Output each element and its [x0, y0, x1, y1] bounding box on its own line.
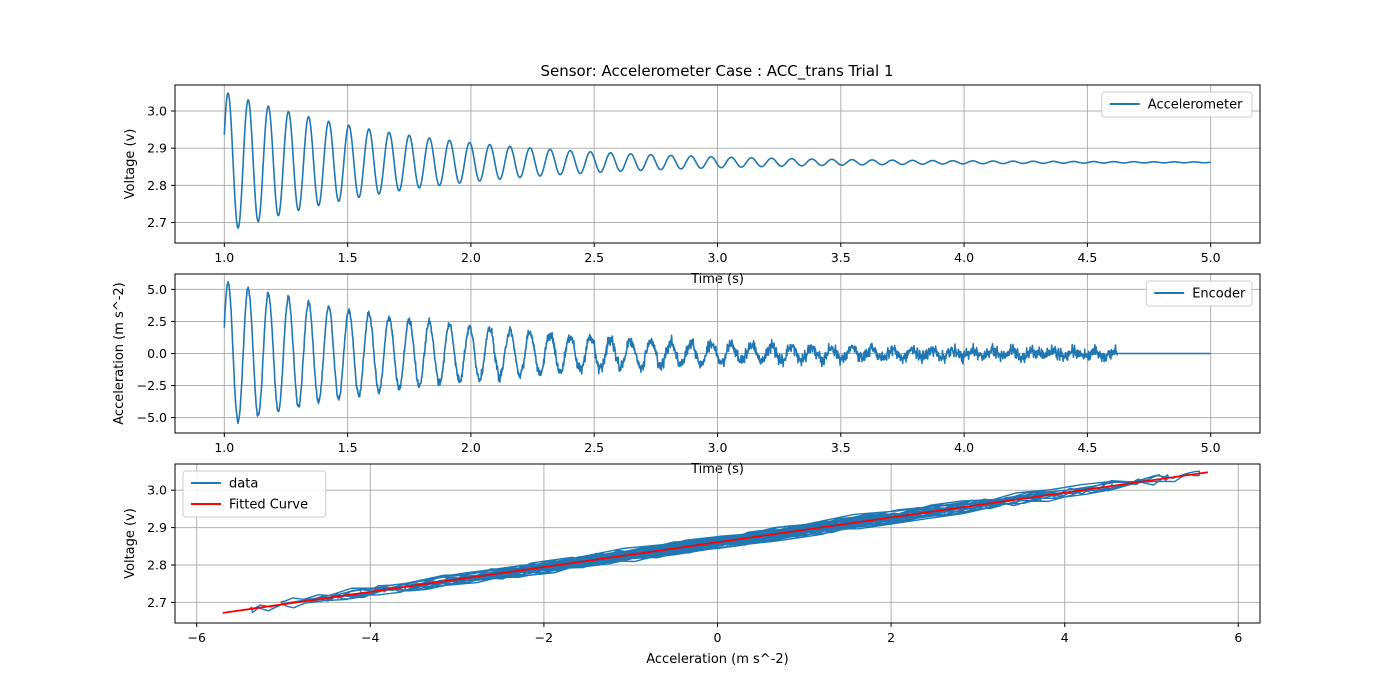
y-tick-label: −5.0	[137, 410, 167, 425]
legend-label: Encoder	[1192, 287, 1246, 302]
x-tick-label: 6	[1234, 630, 1242, 645]
y-tick-label: 3.0	[147, 483, 167, 498]
x-tick-label: 2	[887, 630, 895, 645]
y-tick-label: −2.5	[137, 378, 167, 393]
y-tick-label: 2.8	[147, 558, 167, 573]
x-tick-label: 4.5	[1077, 250, 1097, 265]
legend: data Fitted Curve	[182, 470, 327, 518]
legend-box	[1145, 280, 1253, 307]
x-tick-label: 1.5	[338, 250, 358, 265]
x-tick-label: 4	[1061, 630, 1069, 645]
x-tick-label: 2.0	[461, 250, 481, 265]
plot-area	[223, 92, 1212, 229]
x-tick-label: 4.0	[954, 440, 974, 455]
x-tick-label: 2.5	[584, 250, 604, 265]
x-tick-label: 1.0	[214, 440, 234, 455]
legend-label: Accelerometer	[1148, 98, 1243, 113]
y-tick-label: 5.0	[147, 282, 167, 297]
x-tick-label: 1.0	[214, 250, 234, 265]
x-tick-label: −6	[187, 630, 205, 645]
y-tick-label: 2.9	[147, 141, 167, 156]
voltage-vs-acceleration-plot: −6 −4 −2 0 2 4 6 2.7 2.8 2.9 3.0 Voltage (v) Acceler…	[123, 463, 1261, 667]
series-line-fitted-curve	[222, 471, 1209, 614]
legend-label: data	[229, 477, 258, 492]
x-tick-label: 3.0	[708, 440, 728, 455]
x-tick-label: 3.5	[831, 440, 851, 455]
y-tick-label: 3.0	[147, 104, 167, 119]
y-tick-label: 2.9	[147, 520, 167, 535]
figure-title: Sensor: Accelerometer Case : ACC_trans T…	[540, 62, 893, 81]
plot-area	[223, 281, 1212, 425]
x-tick-label: 4.0	[954, 250, 974, 265]
y-tick-label: 2.7	[147, 595, 167, 610]
series-line-accelerometer	[223, 92, 1212, 229]
legend-label: Fitted Curve	[229, 498, 308, 513]
x-tick-label: 4.5	[1077, 440, 1097, 455]
series-line-encoder	[223, 281, 1212, 425]
legend: Encoder	[1145, 280, 1253, 307]
y-axis-label: Voltage (v)	[123, 508, 138, 579]
legend: Accelerometer	[1101, 91, 1253, 118]
y-axis-label: Acceleration (m s^-2)	[112, 282, 127, 424]
x-tick-label: −2	[535, 630, 553, 645]
encoder-acceleration-plot: 1.0 1.5 2.0 2.5 3.0 3.5 4.0 4.5 5.0 −5.0 −2.5 0.0 2.…	[112, 273, 1261, 477]
x-tick-label: −4	[361, 630, 379, 645]
x-tick-label: 3.0	[708, 250, 728, 265]
y-axis-label: Voltage (v)	[123, 129, 138, 200]
y-tick-label: 2.5	[147, 314, 167, 329]
x-tick-label: 3.5	[831, 250, 851, 265]
x-tick-label: 5.0	[1201, 440, 1221, 455]
x-tick-label: 2.5	[584, 440, 604, 455]
x-tick-label: 0	[714, 630, 722, 645]
x-tick-label: 2.0	[461, 440, 481, 455]
plot-area	[222, 470, 1209, 614]
legend-box	[1101, 91, 1253, 118]
x-tick-label: 1.5	[338, 440, 358, 455]
y-tick-label: 2.7	[147, 215, 167, 230]
x-axis-label: Acceleration (m s^-2)	[646, 652, 788, 667]
y-tick-label: 0.0	[147, 346, 167, 361]
accelerometer-voltage-plot: 1.0 1.5 2.0 2.5 3.0 3.5 4.0 4.5 5.0 2.7 2.8 2.9 3.0 V…	[123, 84, 1261, 287]
x-tick-label: 5.0	[1201, 250, 1221, 265]
y-tick-label: 2.8	[147, 178, 167, 193]
